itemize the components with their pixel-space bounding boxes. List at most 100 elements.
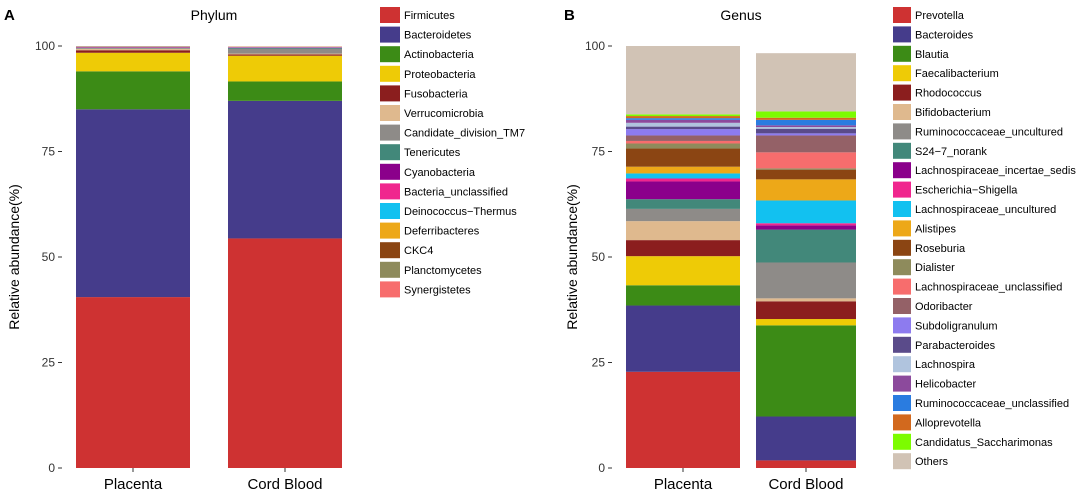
panel-a-y-tick-label: 25 — [42, 356, 56, 370]
panel-b-legend-label: Lachnospiraceae_unclassified — [915, 282, 1062, 294]
panel-b-y-tick-label: 50 — [592, 250, 606, 264]
panel-b-legend-swatch — [893, 298, 911, 314]
panel-b-y-tick-label: 100 — [585, 39, 605, 53]
panel-b-bar-cord-blood-lachnospiraceae-uncultured — [756, 200, 856, 224]
panel-a-legend-swatch — [380, 144, 400, 161]
panel-a-y-axis-label: Relative abundance(%) — [6, 184, 22, 330]
panel-b-legend-swatch — [893, 45, 911, 62]
panel-a-bar-placenta-firmicutes — [76, 297, 190, 468]
panel-b-legend-swatch — [893, 181, 911, 198]
panel-b-legend-label: Escherichia−Shigella — [915, 185, 1018, 197]
panel-b-x-tick-label: Placenta — [654, 476, 713, 493]
panel-b-bar-placenta-alloprevotella — [626, 116, 740, 119]
panel-b-bar-placenta-candidatus-saccharimonas — [626, 114, 740, 117]
panel-b-x-tick-label: Cord Blood — [768, 476, 843, 493]
panel-a-bar-cord-blood-firmicutes — [228, 238, 342, 468]
panel-b-bar-placenta-lachnospiraceae-uncultured — [626, 173, 740, 179]
panel-b-bar-placenta-dialister — [626, 143, 740, 149]
panel-a-bar-placenta-proteobacteria — [76, 52, 190, 72]
panel-a-chart: 0 25 50 75 100 Placenta Cord Blood — [35, 39, 342, 493]
panel-b-bar-placenta-alistipes — [626, 166, 740, 174]
panel-a-legend-swatch — [380, 163, 400, 180]
panel-a-legend-label: Proteobacteria — [404, 69, 476, 81]
panel-b-legend-swatch — [893, 84, 911, 101]
panel-b-bar-cord-blood-faecalibacterium — [756, 319, 856, 326]
panel-b-bar-cord-blood-dialister — [756, 168, 856, 170]
panel-a-y-tick-label: 0 — [48, 461, 55, 475]
panel-b-legend-label: Ruminococcaceae_uncultured — [915, 126, 1063, 138]
panel-b-legend-label: Faecalibacterium — [915, 68, 999, 80]
panel-a-legend-swatch — [380, 183, 400, 200]
panel-b-bar-placenta-lachnospiraceae-unclassified — [626, 140, 740, 144]
panel-a-y-tick-label: 75 — [42, 145, 56, 159]
panel-a-bar-cord-blood-fusobacteria — [228, 54, 342, 56]
panel-b-bar-placenta-bacteroides — [626, 305, 740, 372]
panel-b-bar-placenta-bifidobacterium — [626, 221, 740, 241]
panel-b-y-tick-label: 25 — [592, 356, 606, 370]
panel-b-bar-cord-blood-odoribacter — [756, 135, 856, 153]
panel-b-bar-cord-blood-prevotella — [756, 460, 856, 468]
panel-b-bar-placenta-helicobacter — [626, 119, 740, 123]
panel-b-legend-label: Alistipes — [915, 223, 956, 235]
panel-b-legend-swatch — [893, 142, 911, 159]
panel-b-bar-placenta-lachnospiraceae-incertae-sedis — [626, 181, 740, 200]
panel-b-legend-label: Rhodococcus — [915, 88, 982, 100]
panel-a-legend-label: Verrucomicrobia — [404, 108, 484, 120]
panel-b-bar-cord-blood-parabacteroides — [756, 128, 856, 134]
panel-b-legend-swatch — [893, 259, 911, 276]
panel-a-legend-label: Bacteria_unclassified — [404, 186, 508, 198]
panel-a-bar-cord-blood-candidate-division-tm7 — [228, 48, 342, 54]
panel-a-legend-label: Planctomycetes — [404, 265, 482, 277]
panel-a-legend: Firmicutes Bacteroidetes Actinobacteria Pro… — [380, 7, 525, 298]
panel-b-bar-placenta-subdoligranulum — [626, 129, 740, 136]
panel-a-bar-placenta-fusobacteria — [76, 50, 190, 53]
panel-b-bar-placenta-prevotella — [626, 371, 740, 468]
panel-b-bar-cord-blood-blautia — [756, 325, 856, 417]
panel-a-title: Phylum — [191, 7, 238, 23]
panel-a-legend-label: Actinobacteria — [404, 49, 475, 61]
panel-a-bar-placenta-verrucomicrobia — [76, 48, 190, 51]
panel-b-legend-swatch — [893, 278, 911, 295]
panel-b-bar-placenta-others — [626, 46, 740, 115]
panel-letter-a: A — [4, 7, 15, 24]
panel-b-legend-swatch — [893, 453, 911, 470]
panel-b-legend-label: Alloprevotella — [915, 417, 982, 429]
panel-b-bar-placenta-s24-7-norank — [626, 199, 740, 209]
panel-b-legend-swatch — [893, 336, 911, 353]
panel-a-bar-cord-blood-tenericutes — [228, 48, 342, 49]
panel-a-legend-swatch — [380, 46, 400, 63]
panel-a-legend-swatch — [380, 26, 400, 43]
panel-a-legend-swatch — [380, 124, 400, 141]
panel-b-bar-cord-blood-lachnospira — [756, 127, 856, 129]
panel-b-legend-swatch — [893, 220, 911, 237]
panel-a-legend-swatch — [380, 65, 400, 82]
panel-b-bar-placenta-escherichia-shigella — [626, 178, 740, 182]
panel-b-bar-cord-blood-others — [756, 53, 856, 112]
panel-b-bar-cord-blood-escherichia-shigella — [756, 223, 856, 226]
panel-b-legend-label: Blautia — [915, 49, 950, 61]
panel-letter-b: B — [564, 7, 575, 24]
panel-b-bar-cord-blood-bifidobacterium — [756, 298, 856, 302]
panel-b-legend-swatch — [893, 317, 911, 334]
panel-b-legend-label: Lachnospiraceae_incertae_sedis — [915, 165, 1076, 177]
panel-b-bar-placenta-rhodococcus — [626, 240, 740, 257]
panel-b-bar-cord-blood-lachnospiraceae-incertae-sedis — [756, 225, 856, 230]
panel-b-legend-swatch — [893, 414, 911, 431]
panel-a-legend-label: Bacteroidetes — [404, 30, 472, 42]
panel-b-legend-swatch — [893, 104, 911, 120]
panel-b-bar-placenta-ruminococcaceae-unclassified — [626, 118, 740, 120]
panel-b-bar-cord-blood-roseburia — [756, 169, 856, 180]
panel-b-legend-label: Odoribacter — [915, 301, 973, 313]
panel-b-legend-label: Ruminococcaceae_unclassified — [915, 398, 1069, 410]
panel-b-y-tick-label: 75 — [592, 145, 606, 159]
panel-b-legend-label: Bacteroides — [915, 29, 974, 41]
panel-b-bar-placenta-roseburia — [626, 148, 740, 167]
panel-a-legend-label: Synergistetes — [404, 284, 471, 296]
panel-b-y-tick-label: 0 — [598, 461, 605, 475]
panel-b-legend-label: Prevotella — [915, 10, 965, 22]
panel-b-bar-cord-blood-subdoligranulum — [756, 133, 856, 136]
panel-b-legend-label: Candidatus_Saccharimonas — [915, 437, 1053, 449]
panel-a-y-tick-label: 100 — [35, 39, 55, 53]
panel-b-legend-label: Roseburia — [915, 243, 966, 255]
